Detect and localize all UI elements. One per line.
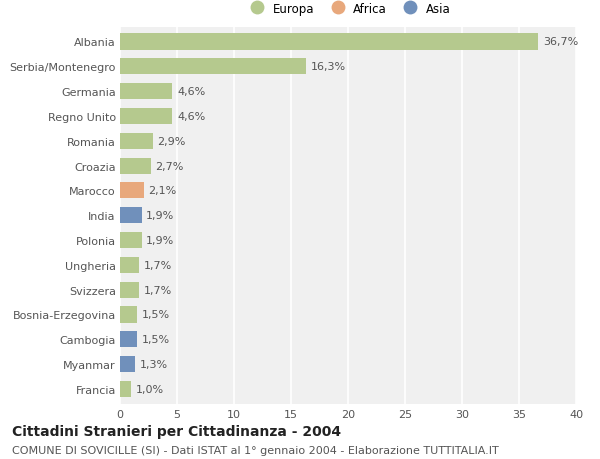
Text: 2,1%: 2,1% <box>149 186 177 196</box>
Text: 4,6%: 4,6% <box>177 112 205 122</box>
Bar <box>120 257 139 273</box>
Text: 4,6%: 4,6% <box>177 87 205 97</box>
Text: 2,7%: 2,7% <box>155 161 184 171</box>
Text: 1,5%: 1,5% <box>142 335 170 345</box>
Bar <box>120 381 131 397</box>
Text: COMUNE DI SOVICILLE (SI) - Dati ISTAT al 1° gennaio 2004 - Elaborazione TUTTITAL: COMUNE DI SOVICILLE (SI) - Dati ISTAT al… <box>12 445 499 455</box>
Bar <box>120 109 172 125</box>
Text: 1,9%: 1,9% <box>146 235 175 246</box>
Bar <box>120 158 151 174</box>
Text: 2,9%: 2,9% <box>158 136 186 146</box>
Bar <box>120 84 172 100</box>
Bar <box>120 331 137 347</box>
Bar <box>120 34 538 50</box>
Bar <box>120 356 135 372</box>
Legend: Europa, Africa, Asia: Europa, Africa, Asia <box>243 0 453 18</box>
Text: 1,7%: 1,7% <box>144 260 172 270</box>
Bar <box>120 134 153 150</box>
Text: 1,7%: 1,7% <box>144 285 172 295</box>
Text: Cittadini Stranieri per Cittadinanza - 2004: Cittadini Stranieri per Cittadinanza - 2… <box>12 425 341 438</box>
Bar <box>120 207 142 224</box>
Bar <box>120 282 139 298</box>
Text: 1,5%: 1,5% <box>142 310 170 320</box>
Text: 1,3%: 1,3% <box>139 359 167 369</box>
Text: 1,9%: 1,9% <box>146 211 175 221</box>
Text: 36,7%: 36,7% <box>543 37 578 47</box>
Text: 16,3%: 16,3% <box>310 62 346 72</box>
Text: 1,0%: 1,0% <box>136 384 164 394</box>
Bar <box>120 232 142 248</box>
Bar <box>120 183 144 199</box>
Bar <box>120 307 137 323</box>
Bar <box>120 59 306 75</box>
